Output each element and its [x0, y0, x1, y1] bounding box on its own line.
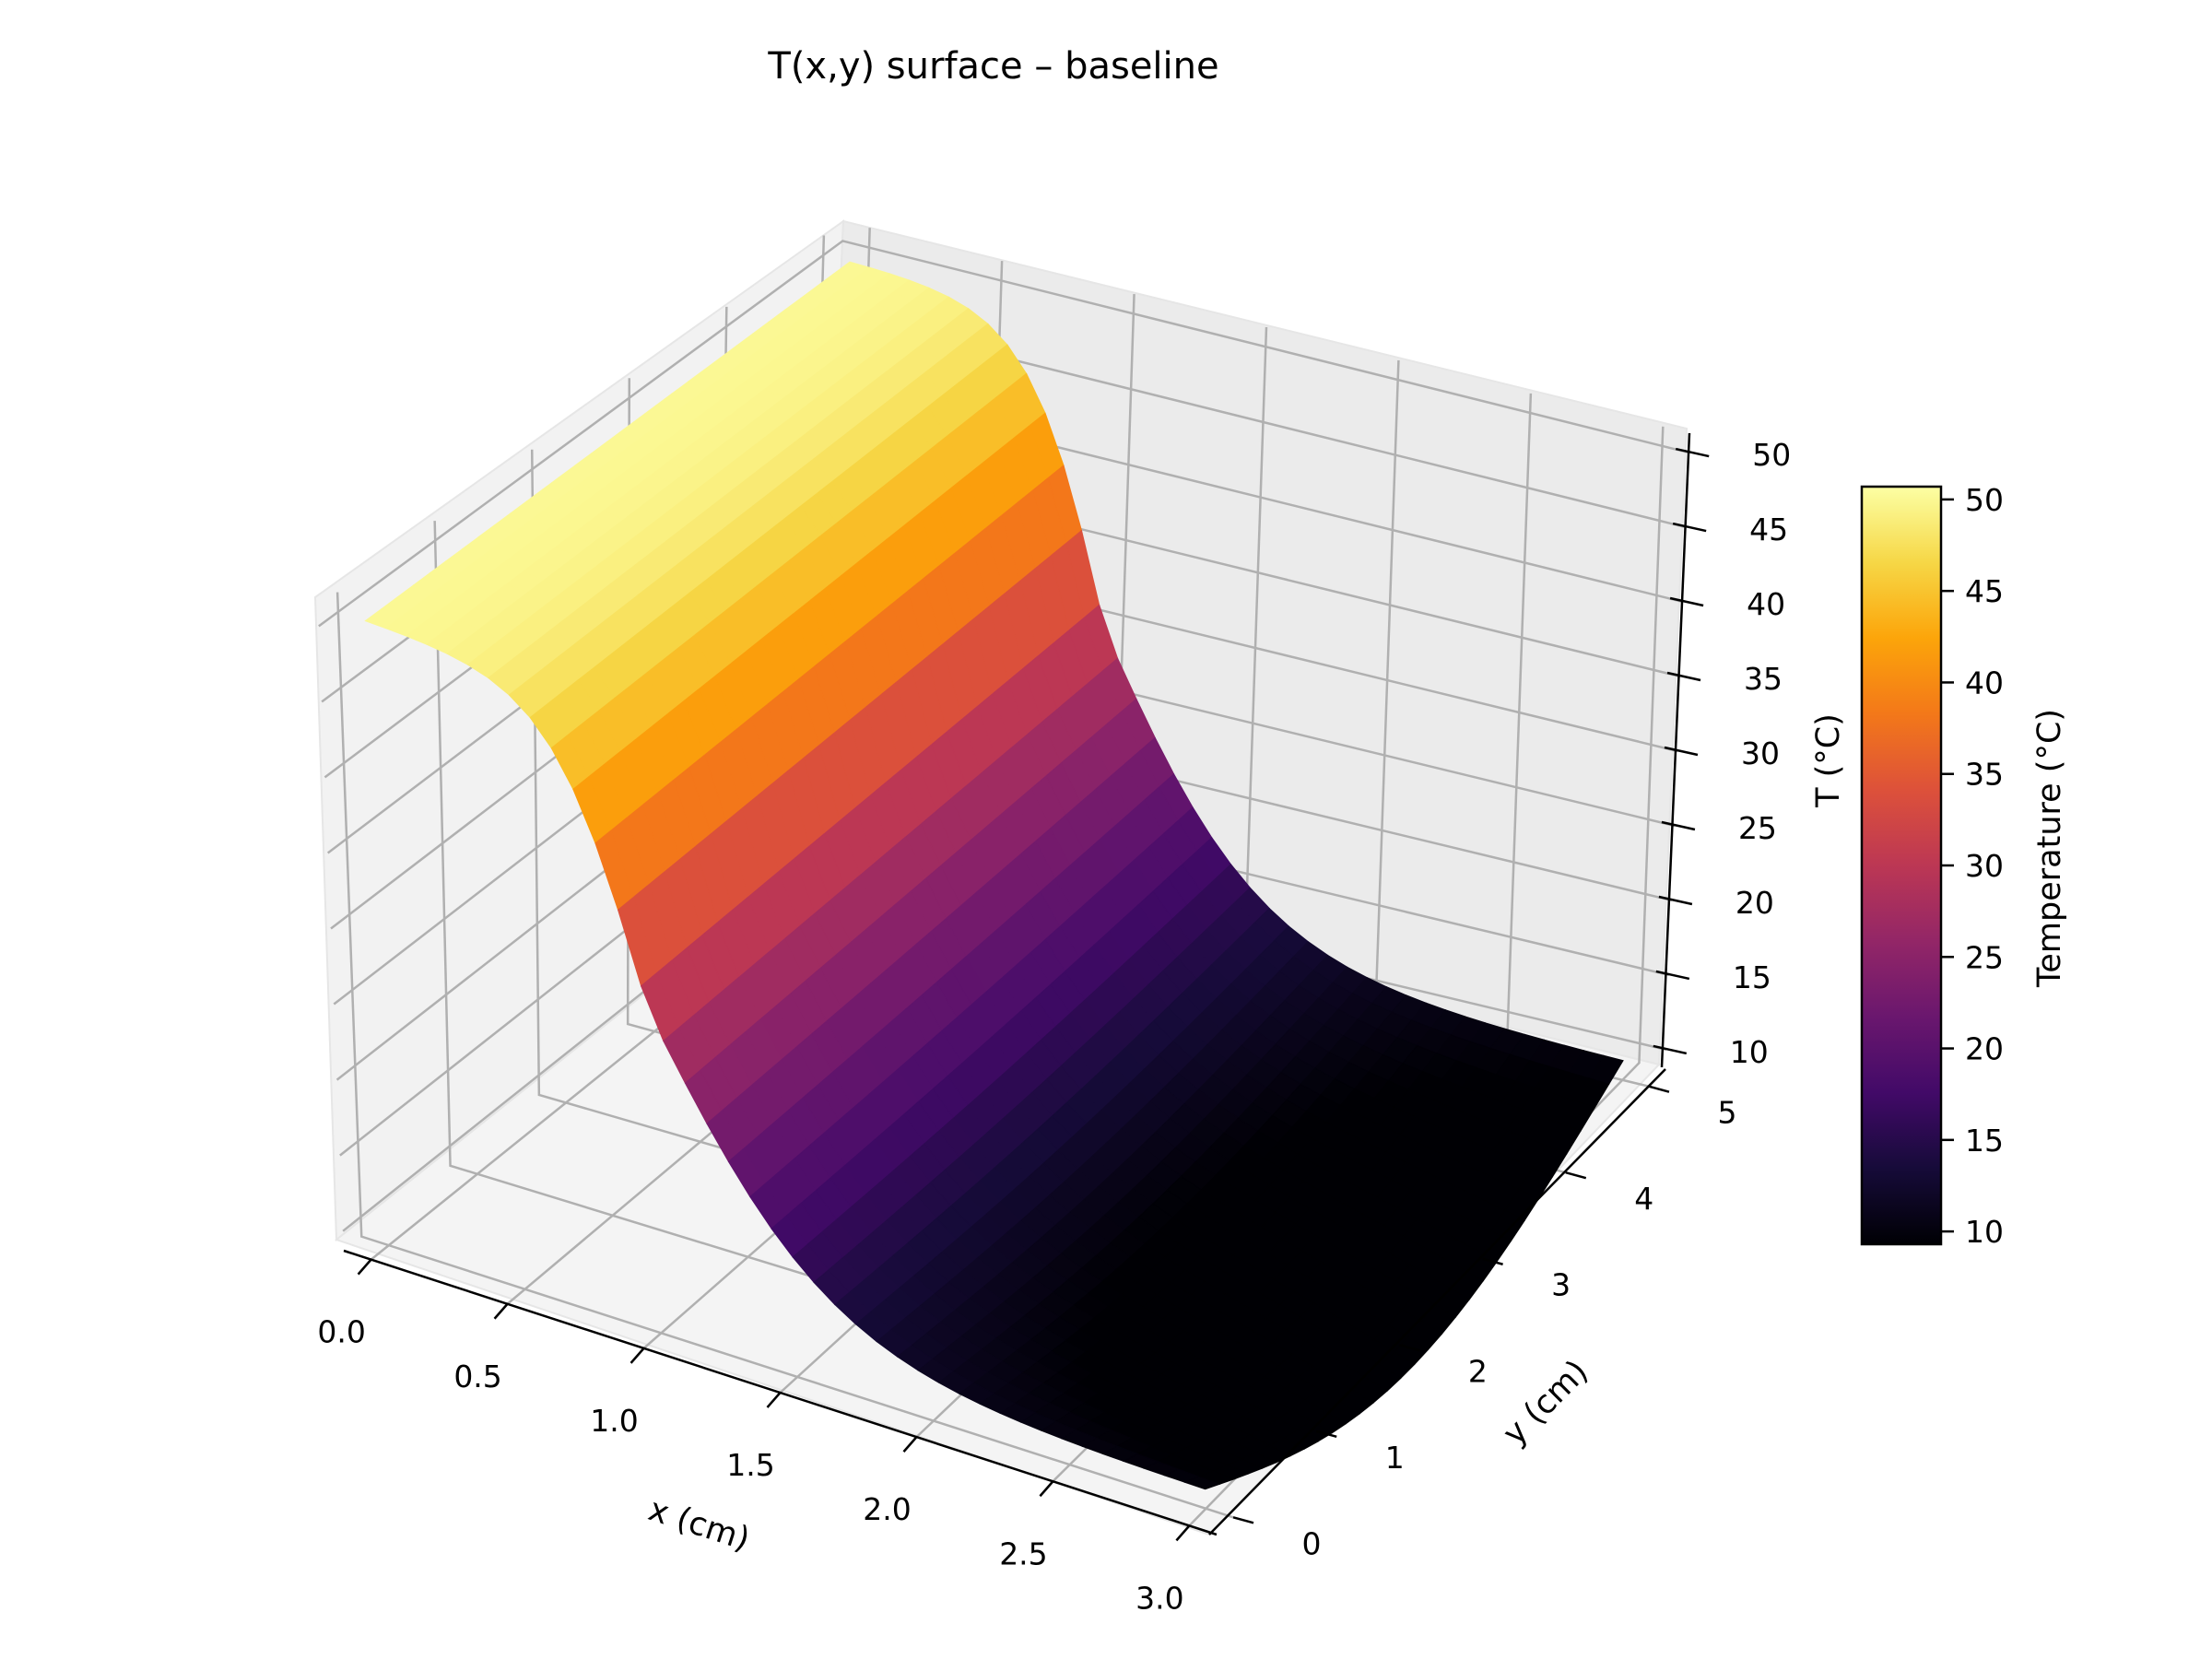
- y-tick-label: 5: [1717, 1095, 1736, 1131]
- y-tick-label: 4: [1634, 1181, 1653, 1217]
- temperature-surface: [364, 261, 1624, 1490]
- y-ticks: 0 1 2 3 4 5: [1232, 1085, 1736, 1561]
- z-tick-mark: [1661, 820, 1696, 831]
- y-tick-mark: [1565, 1171, 1587, 1180]
- colorbar-tick-label: 50: [1965, 482, 2004, 518]
- colorbar: [1860, 485, 1943, 1246]
- z-tick-label: 25: [1738, 810, 1777, 846]
- z-tick-label: 20: [1735, 885, 1774, 921]
- z-tick-label: 40: [1747, 586, 1785, 622]
- z-tick-mark: [1675, 447, 1710, 458]
- x-tick-mark: [902, 1436, 918, 1453]
- chart-title: T(x,y) surface – baseline: [767, 45, 1218, 88]
- x-axis-label: x (cm): [644, 1491, 754, 1559]
- y-tick-mark: [1648, 1085, 1670, 1093]
- surface-cell: [1182, 1476, 1221, 1490]
- colorbar-tick-label: 15: [1965, 1123, 2004, 1159]
- z-tick-mark: [1655, 970, 1690, 981]
- z-tick-label: 45: [1749, 512, 1788, 547]
- y-axis-line: [1208, 1068, 1666, 1535]
- y-tick-label: 1: [1385, 1440, 1405, 1476]
- grid-line-y: [335, 592, 1234, 1519]
- grid-line-z: [318, 240, 1689, 628]
- y-tick-mark: [1315, 1430, 1337, 1438]
- x-tick-mark: [357, 1258, 372, 1276]
- z-tick-label: 50: [1752, 437, 1791, 473]
- y-tick-label: 0: [1302, 1525, 1322, 1561]
- z-axis-label: T (°C): [1810, 713, 1847, 808]
- colorbar-tick-label: 40: [1965, 665, 2004, 700]
- z-tick-mark: [1666, 671, 1701, 682]
- z-tick-label: 15: [1733, 959, 1771, 995]
- x-tick-mark: [1039, 1480, 1054, 1498]
- y-tick-mark: [1232, 1516, 1254, 1524]
- z-tick-mark: [1658, 895, 1693, 906]
- colorbar-tick-label: 45: [1965, 573, 2004, 609]
- x-tick-label: 2.0: [863, 1491, 911, 1527]
- x-tick-label: 3.0: [1135, 1580, 1183, 1616]
- z-tick-mark: [1653, 1044, 1688, 1055]
- colorbar-tick-label: 20: [1965, 1031, 2004, 1067]
- x-tick-label: 0.0: [317, 1314, 365, 1350]
- z-tick-mark: [1664, 746, 1699, 757]
- y-tick-mark: [1399, 1344, 1420, 1352]
- colorbar-label: Temperature (°C): [2031, 709, 2068, 988]
- y-tick-label: 3: [1551, 1267, 1571, 1303]
- y-tick-label: 2: [1468, 1353, 1488, 1389]
- colorbar-ticks: 10 15 20 25 30 35 40 45 50: [1941, 482, 2004, 1250]
- colorbar-tick-label: 30: [1965, 848, 2004, 884]
- colorbar-tick-label: 35: [1965, 757, 2004, 793]
- x-tick-label: 1.0: [590, 1403, 638, 1439]
- x-tick-label: 1.5: [726, 1447, 774, 1483]
- z-tick-label: 35: [1744, 661, 1783, 697]
- z-tick-label: 10: [1730, 1034, 1769, 1070]
- y-tick-mark: [1482, 1257, 1503, 1265]
- colorbar-tick-label: 25: [1965, 939, 2004, 975]
- z-ticks: 10 15 20 25 30 35 40 45 50: [1653, 437, 1791, 1070]
- x-tick-label: 2.5: [999, 1535, 1047, 1571]
- x-tick-mark: [493, 1302, 509, 1320]
- x-ticks: 0.0 0.5 1.0 1.5 2.0 2.5 3.0: [317, 1258, 1191, 1616]
- z-tick-mark: [1669, 596, 1704, 607]
- x-tick-mark: [1175, 1524, 1191, 1542]
- colorbar-tick-label: 10: [1965, 1214, 2004, 1250]
- x-tick-label: 0.5: [453, 1359, 501, 1394]
- y-axis-label: y (cm): [1496, 1353, 1595, 1453]
- x-tick-mark: [629, 1347, 645, 1364]
- z-tick-mark: [1672, 522, 1707, 533]
- x-tick-mark: [766, 1392, 782, 1408]
- z-tick-label: 30: [1741, 735, 1780, 771]
